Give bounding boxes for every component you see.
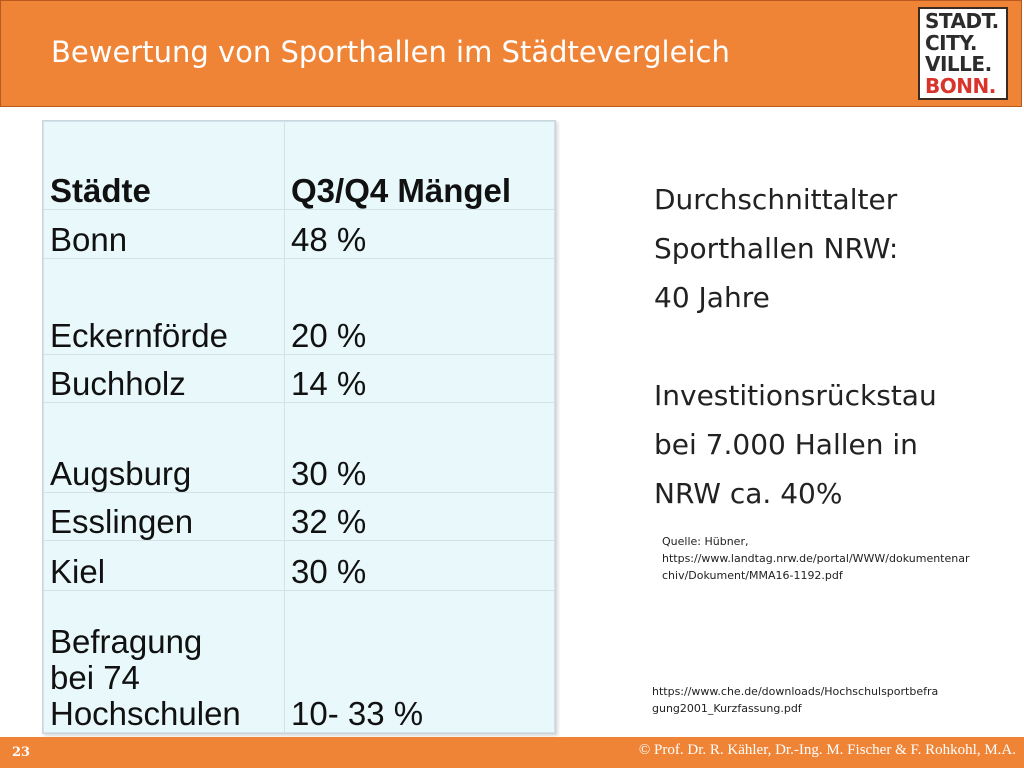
logo-line-stadt: STADT. (925, 9, 999, 33)
city-cell: Befragung bei 74 Hochschulen (43, 590, 285, 733)
city-line: Hochschulen (50, 695, 241, 732)
logo-line-city: CITY. (925, 30, 978, 55)
table-row: Eckernförde 20 % (43, 258, 555, 355)
table-row: Augsburg 30 % (43, 402, 555, 493)
source-line: chiv/Dokument/MMA16-1192.pdf (662, 569, 843, 582)
value-cell: 20 % (284, 258, 555, 355)
header-cities: Städte (43, 121, 285, 210)
source-note-che: https://www.che.de/downloads/Hochschulsp… (652, 683, 1012, 717)
source-line: Quelle: Hübner, (662, 535, 749, 548)
source-note-landtag: Quelle: Hübner, https://www.landtag.nrw.… (662, 533, 1022, 584)
city-cell: Augsburg (43, 402, 285, 493)
fact-line: NRW ca. 40% (654, 477, 843, 510)
fact-line: Durchschnittalter (654, 183, 898, 216)
logo-line-bonn: BONN. (925, 73, 996, 98)
header-defects: Q3/Q4 Mängel (284, 121, 555, 210)
table-row: Buchholz 14 % (43, 354, 555, 403)
city-cell: Esslingen (43, 492, 285, 541)
table-row: Kiel 30 % (43, 540, 555, 591)
city-cell: Eckernförde (43, 258, 285, 355)
comparison-table: Städte Q3/Q4 Mängel Bonn 48 % Eckernförd… (42, 120, 556, 734)
value-cell: 30 % (284, 402, 555, 493)
source-line: gung2001_Kurzfassung.pdf (652, 702, 802, 715)
source-line: https://www.landtag.nrw.de/portal/WWW/do… (662, 552, 970, 565)
copyright-text: © Prof. Dr. R. Kähler, Dr.-Ing. M. Fisch… (638, 742, 1016, 758)
footer-bar: 23 © Prof. Dr. R. Kähler, Dr.-Ing. M. Fi… (0, 737, 1024, 768)
value-cell: 48 % (284, 209, 555, 259)
page-number: 23 (12, 745, 31, 760)
value-cell: 10- 33 % (284, 590, 555, 733)
source-line: https://www.che.de/downloads/Hochschulsp… (652, 685, 939, 698)
value-cell: 32 % (284, 492, 555, 541)
header-bar: Bewertung von Sporthallen im Städtevergl… (0, 0, 1022, 107)
slide-title: Bewertung von Sporthallen im Städtevergl… (51, 35, 730, 69)
fact-line: Sporthallen NRW: (654, 232, 899, 265)
city-cell: Kiel (43, 540, 285, 591)
city-line: bei 74 (50, 659, 140, 696)
fact-line: 40 Jahre (654, 281, 770, 314)
side-facts: Durchschnittalter Sporthallen NRW: 40 Ja… (654, 175, 1014, 518)
logo-line-ville: VILLE. (925, 52, 992, 76)
table-row: Bonn 48 % (43, 209, 555, 259)
city-cell: Buchholz (43, 354, 285, 403)
fact-line: Investitionsrückstau (654, 379, 937, 412)
table-header-row: Städte Q3/Q4 Mängel (43, 121, 555, 210)
city-logo: STADT. CITY. VILLE. BONN. (918, 7, 1008, 100)
value-cell: 30 % (284, 540, 555, 591)
table-row: Esslingen 32 % (43, 492, 555, 541)
fact-line: bei 7.000 Hallen in (654, 428, 918, 461)
table-row: Befragung bei 74 Hochschulen 10- 33 % (43, 590, 555, 733)
city-line: Befragung (50, 623, 203, 660)
city-cell: Bonn (43, 209, 285, 259)
value-cell: 14 % (284, 354, 555, 403)
